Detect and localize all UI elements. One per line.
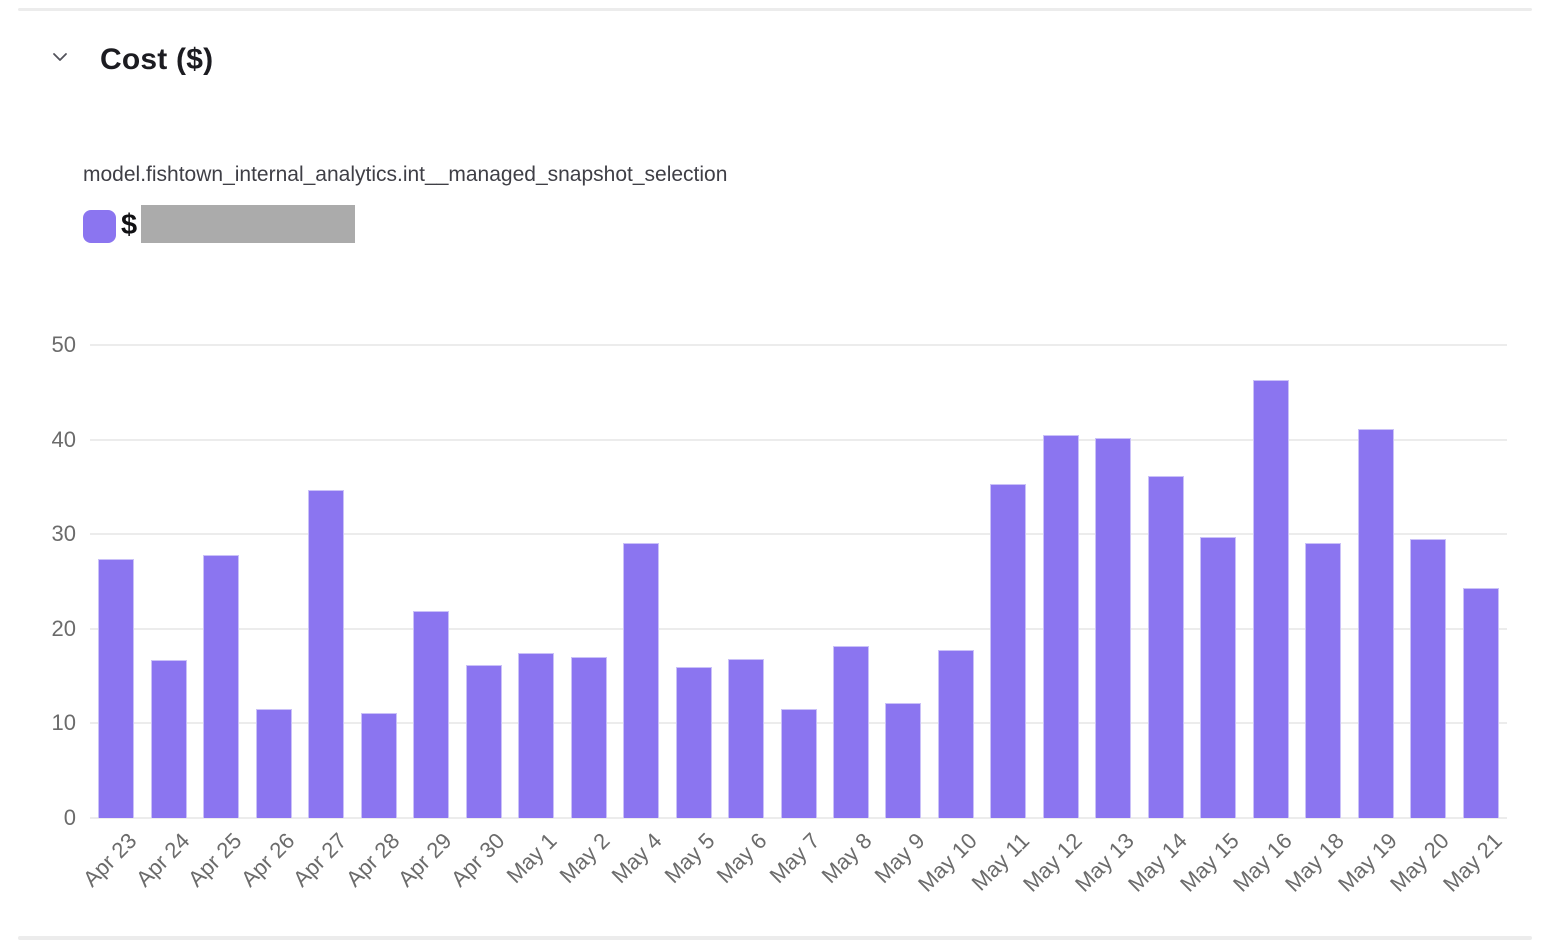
bar-apr-24[interactable] [150,660,187,818]
bar-may-8[interactable] [832,645,869,818]
bar-may-15[interactable] [1200,537,1237,818]
gridline [90,817,1507,819]
x-tick-label: May 14 [1122,828,1192,897]
bar-may-9[interactable] [885,702,922,818]
x-tick-label: May 16 [1227,828,1297,897]
x-tick-label: May 19 [1332,828,1402,897]
plot-area [90,344,1507,819]
chart-series-model-label: model.fishtown_internal_analytics.int__m… [83,163,728,186]
bar-may-12[interactable] [1042,434,1079,818]
x-axis-labels: Apr 23 Apr 24 Apr 25 Apr 26 Apr 27 Apr 28 Apr … [0,828,1550,928]
x-tick-label: Apr 27 [288,828,352,892]
bar-may-6[interactable] [728,659,765,818]
x-tick-label: May 8 [816,828,877,889]
bar-may-18[interactable] [1305,542,1342,818]
legend-redacted-value [141,205,355,243]
gridline [90,627,1507,630]
legend-swatch [83,210,116,243]
x-tick-label: Apr 24 [130,828,195,892]
chevron-down-icon [49,46,71,71]
bar-may-16[interactable] [1252,380,1289,818]
x-tick-label: May 6 [711,828,772,889]
gridline [90,344,1507,346]
gridline [90,438,1507,441]
x-tick-label: May 7 [764,828,825,889]
bar-may-21[interactable] [1462,588,1499,818]
bar-may-11[interactable] [990,484,1027,818]
bar-may-10[interactable] [937,649,974,818]
bar-may-5[interactable] [675,666,712,818]
y-tick-label: 50 [51,332,76,357]
y-tick-label: 20 [51,615,76,641]
panel-header [48,46,72,70]
bar-may-4[interactable] [623,542,660,818]
bar-may-1[interactable] [518,653,555,818]
bar-may-7[interactable] [780,709,817,818]
bar-may-19[interactable] [1357,429,1394,818]
y-tick-label: 10 [51,710,76,736]
x-tick-label: May 15 [1175,828,1245,897]
x-tick-label: Apr 23 [78,828,142,892]
x-tick-label: May 12 [1017,828,1087,897]
x-tick-label: May 1 [501,828,562,889]
bar-apr-27[interactable] [308,489,345,818]
legend-value-prefix: $ [121,209,138,241]
panel-divider-bottom [18,936,1532,940]
y-axis-labels: 0 10 20 30 40 50 [20,332,76,830]
x-tick-label: May 2 [554,828,615,889]
bar-may-20[interactable] [1410,538,1447,818]
bar-may-2[interactable] [570,657,607,818]
x-tick-label: May 21 [1437,828,1507,897]
x-tick-label: May 13 [1070,828,1140,897]
x-tick-label: May 4 [606,828,667,889]
bar-apr-25[interactable] [203,555,240,818]
bar-apr-23[interactable] [98,558,135,818]
x-tick-label: Apr 30 [445,828,510,892]
bar-apr-30[interactable] [465,664,502,818]
x-tick-label: May 20 [1385,828,1454,897]
x-tick-label: May 5 [659,828,720,889]
y-tick-label: 40 [51,426,76,452]
bar-apr-29[interactable] [413,610,450,818]
x-tick-label: Apr 29 [393,828,457,892]
y-tick-label: 0 [63,805,76,830]
x-tick-label: Apr 26 [235,828,300,892]
x-tick-label: Apr 25 [183,828,247,892]
x-tick-label: May 10 [912,828,982,897]
x-tick-label: May 18 [1280,828,1350,897]
bar-apr-28[interactable] [360,713,397,818]
x-tick-label: Apr 28 [340,828,405,892]
collapse-section-button[interactable] [48,46,72,70]
y-tick-label: 30 [51,521,76,547]
bar-may-14[interactable] [1147,475,1184,818]
panel-divider-top [18,8,1532,11]
bar-apr-26[interactable] [255,709,292,818]
bar-may-13[interactable] [1095,437,1132,818]
panel-title: Cost ($) [100,43,214,76]
gridline [90,533,1507,536]
